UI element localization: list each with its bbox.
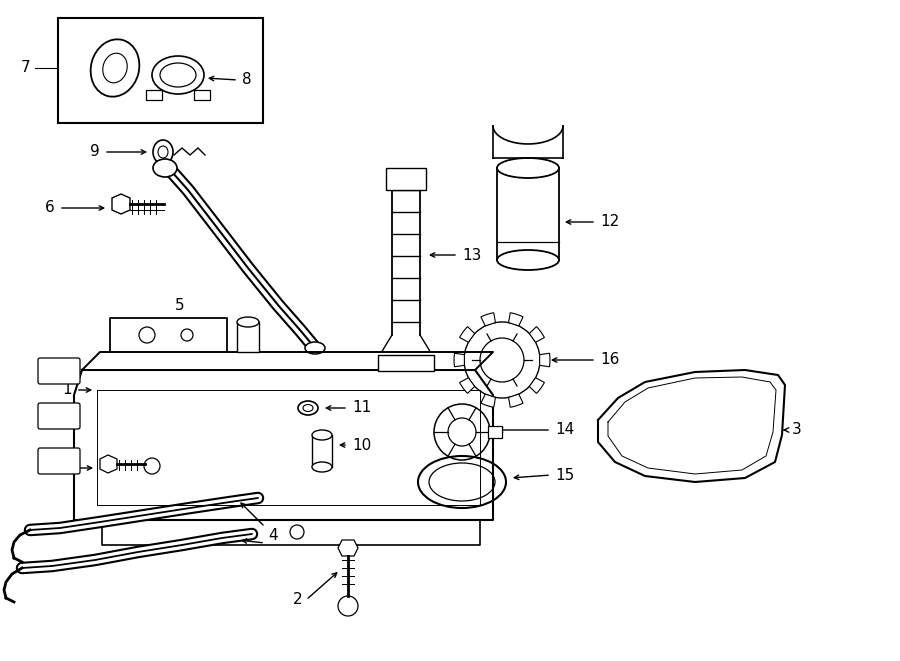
Bar (194, 90, 210, 100)
Text: 15: 15 (555, 467, 574, 483)
Polygon shape (508, 394, 523, 407)
FancyBboxPatch shape (38, 403, 80, 429)
Text: 4: 4 (268, 527, 277, 543)
Ellipse shape (305, 342, 325, 354)
Ellipse shape (312, 430, 332, 440)
Text: 12: 12 (600, 215, 619, 229)
Ellipse shape (237, 317, 259, 327)
Bar (497, 168, 559, 260)
Text: 7: 7 (21, 61, 30, 75)
Text: 1: 1 (62, 383, 72, 397)
Polygon shape (454, 353, 464, 367)
Text: 3: 3 (792, 422, 802, 438)
Polygon shape (74, 370, 493, 520)
Text: 10: 10 (352, 438, 371, 453)
Polygon shape (100, 455, 117, 473)
Ellipse shape (497, 158, 559, 178)
Ellipse shape (152, 56, 204, 94)
FancyBboxPatch shape (38, 448, 80, 474)
Polygon shape (481, 313, 496, 326)
Polygon shape (460, 327, 474, 342)
Polygon shape (481, 394, 496, 407)
Bar (237, 322, 259, 352)
Bar (488, 426, 502, 438)
Bar (378, 355, 434, 371)
Text: 11: 11 (352, 401, 371, 416)
FancyBboxPatch shape (38, 358, 80, 384)
Text: 16: 16 (600, 352, 619, 368)
Polygon shape (460, 378, 474, 393)
Bar (146, 90, 162, 100)
Text: 5: 5 (175, 297, 184, 313)
Ellipse shape (160, 63, 196, 87)
Text: 6: 6 (45, 200, 55, 215)
Polygon shape (540, 353, 550, 367)
Ellipse shape (497, 250, 559, 270)
Text: 2: 2 (52, 461, 62, 475)
Ellipse shape (312, 462, 332, 472)
Polygon shape (112, 194, 130, 214)
Polygon shape (529, 327, 544, 342)
Polygon shape (529, 378, 544, 393)
Polygon shape (508, 313, 523, 326)
Bar (386, 168, 426, 190)
Polygon shape (338, 540, 358, 556)
Bar (58, 18, 263, 123)
Text: 8: 8 (242, 73, 252, 87)
Ellipse shape (153, 159, 177, 177)
Text: 13: 13 (462, 247, 482, 262)
Text: 9: 9 (90, 145, 100, 159)
Bar (312, 435, 332, 467)
Text: 14: 14 (555, 422, 574, 438)
Polygon shape (82, 352, 493, 370)
Text: 2: 2 (292, 592, 302, 607)
Polygon shape (598, 370, 785, 482)
